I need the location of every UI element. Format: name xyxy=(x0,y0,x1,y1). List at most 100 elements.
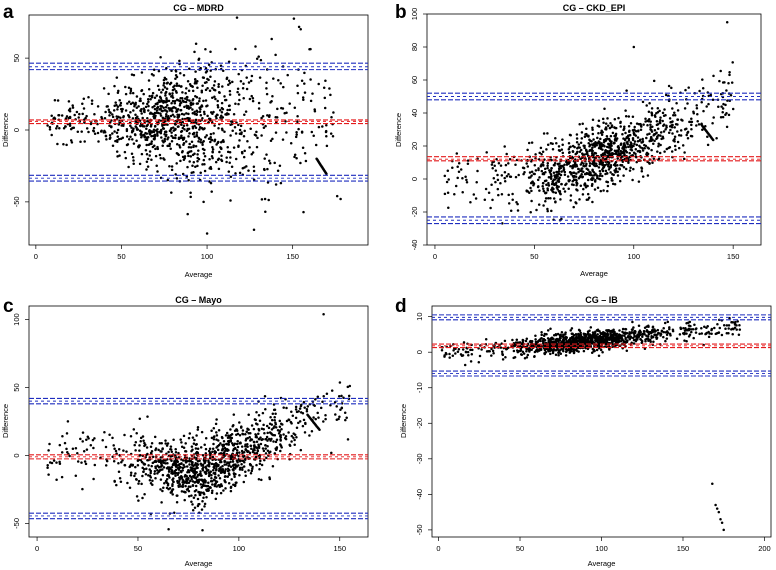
data-point xyxy=(668,117,672,120)
data-point xyxy=(153,96,157,100)
data-point xyxy=(551,179,555,183)
data-point xyxy=(258,76,262,79)
data-point xyxy=(193,50,196,54)
data-point xyxy=(559,198,562,201)
data-point xyxy=(516,341,520,344)
data-point xyxy=(80,461,83,464)
data-point xyxy=(153,136,156,140)
data-point xyxy=(145,143,148,147)
data-point xyxy=(635,143,639,147)
data-point xyxy=(73,113,76,117)
data-point xyxy=(714,503,717,507)
data-point xyxy=(627,130,631,134)
data-point xyxy=(203,502,207,506)
data-point xyxy=(157,69,161,73)
data-point xyxy=(255,57,259,61)
data-point xyxy=(111,132,114,135)
data-point xyxy=(577,170,580,174)
data-point xyxy=(546,329,550,332)
data-point xyxy=(491,167,494,170)
data-point xyxy=(207,465,211,468)
data-point xyxy=(123,433,126,437)
data-point xyxy=(181,150,184,153)
data-point xyxy=(648,161,651,165)
data-point xyxy=(215,485,218,488)
data-point xyxy=(290,434,294,438)
data-point xyxy=(302,98,305,101)
data-point xyxy=(443,174,447,178)
data-point xyxy=(586,333,590,336)
data-point xyxy=(693,323,696,327)
data-point xyxy=(217,429,221,432)
data-point xyxy=(220,114,223,118)
data-point xyxy=(66,420,70,423)
data-point xyxy=(549,196,552,200)
data-point xyxy=(584,185,588,189)
data-point xyxy=(195,463,199,467)
data-point xyxy=(200,89,204,92)
data-point xyxy=(344,418,347,422)
data-point xyxy=(454,352,457,355)
data-point xyxy=(640,333,644,336)
data-point xyxy=(182,158,186,161)
data-point xyxy=(673,140,676,143)
data-point xyxy=(538,151,541,155)
data-point xyxy=(297,127,300,131)
data-point xyxy=(558,348,562,352)
data-point xyxy=(119,480,123,483)
data-point xyxy=(250,94,253,98)
data-point xyxy=(232,112,236,116)
data-point xyxy=(153,125,157,128)
data-point xyxy=(452,349,455,352)
data-point xyxy=(501,358,505,361)
data-point xyxy=(596,186,600,189)
data-point xyxy=(198,106,201,110)
data-point xyxy=(173,99,177,103)
data-point xyxy=(231,449,235,452)
data-point xyxy=(100,129,103,132)
data-point xyxy=(184,461,188,464)
data-point xyxy=(573,145,576,149)
data-point xyxy=(614,134,618,137)
data-point xyxy=(584,337,587,340)
data-point xyxy=(268,422,272,425)
data-point xyxy=(218,91,221,95)
data-point xyxy=(737,333,741,337)
data-point xyxy=(704,124,707,128)
data-point xyxy=(236,90,239,94)
data-point xyxy=(115,150,119,153)
data-point xyxy=(682,157,686,161)
chart-title: CG – IB xyxy=(585,295,618,305)
data-point xyxy=(623,334,626,337)
data-point xyxy=(266,431,269,435)
data-point xyxy=(90,102,94,105)
data-point xyxy=(171,493,174,496)
data-point xyxy=(212,110,215,114)
data-point xyxy=(156,170,159,173)
data-point xyxy=(217,167,221,171)
data-point xyxy=(240,449,244,453)
data-point xyxy=(167,99,171,103)
x-axis-label: Average xyxy=(588,559,616,568)
data-point xyxy=(631,136,635,140)
data-point xyxy=(268,431,272,434)
data-point xyxy=(190,140,194,144)
data-point xyxy=(248,146,251,149)
data-point xyxy=(120,461,123,464)
data-point xyxy=(70,141,74,144)
data-point xyxy=(295,131,298,134)
data-point xyxy=(537,185,540,188)
data-point xyxy=(60,475,64,479)
data-point xyxy=(646,335,650,338)
data-point xyxy=(677,146,681,150)
data-point xyxy=(210,491,214,495)
data-point xyxy=(195,82,198,85)
data-point xyxy=(604,128,608,131)
data-point xyxy=(216,99,219,103)
data-point xyxy=(207,63,211,67)
data-point xyxy=(147,104,150,108)
data-point xyxy=(569,341,573,344)
data-point xyxy=(144,472,148,476)
data-point xyxy=(182,100,186,103)
